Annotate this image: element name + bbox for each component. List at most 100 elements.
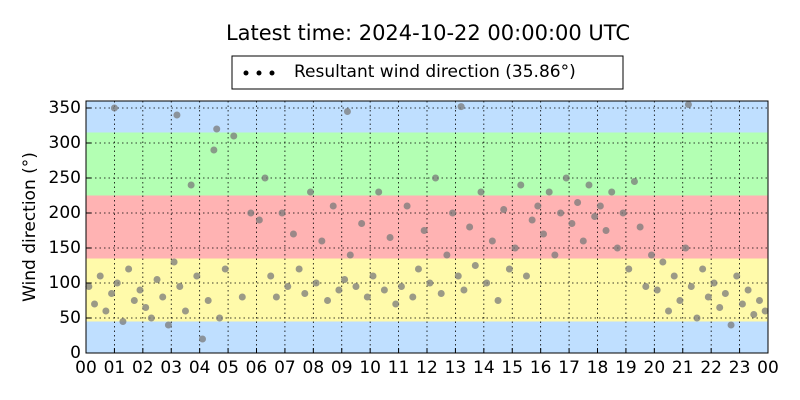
point xyxy=(693,314,701,322)
point xyxy=(261,174,269,182)
point xyxy=(449,209,457,217)
point xyxy=(301,290,309,297)
point xyxy=(318,237,326,245)
point xyxy=(176,283,184,290)
legend-marker xyxy=(256,70,262,76)
point xyxy=(761,307,769,315)
point xyxy=(568,220,576,227)
point xyxy=(716,304,724,311)
point xyxy=(488,237,496,245)
point xyxy=(352,283,360,290)
point xyxy=(343,108,351,115)
point xyxy=(687,283,695,290)
x-tick-label: 20 xyxy=(644,358,666,378)
x-tick-label: 06 xyxy=(246,358,268,378)
point xyxy=(477,188,485,196)
x-tick-label: 21 xyxy=(672,358,694,378)
point xyxy=(108,290,116,297)
point xyxy=(216,314,224,322)
plot-frame xyxy=(85,100,769,354)
point xyxy=(684,101,692,108)
point xyxy=(528,216,536,224)
point xyxy=(199,335,207,343)
point xyxy=(380,286,388,294)
x-tick-label: 18 xyxy=(587,358,609,378)
point xyxy=(284,283,292,290)
x-tick-label: 07 xyxy=(274,358,296,378)
y-tick-label: 250 xyxy=(49,168,81,188)
point xyxy=(147,314,155,322)
point xyxy=(727,321,735,329)
x-tick-label: 13 xyxy=(445,358,467,378)
legend-label: Resultant wind direction (35.86°) xyxy=(294,62,576,82)
point xyxy=(545,188,553,196)
point xyxy=(534,202,542,210)
x-tick-label: 03 xyxy=(160,358,182,378)
point xyxy=(295,265,303,273)
x-tick-label: 10 xyxy=(359,358,381,378)
x-tick-label: 22 xyxy=(700,358,722,378)
y-axis-label: Wind direction (°) xyxy=(20,152,40,302)
point xyxy=(437,290,445,297)
point xyxy=(710,279,718,287)
point xyxy=(483,279,491,287)
point xyxy=(574,199,582,206)
point xyxy=(591,213,599,220)
point xyxy=(540,230,548,238)
point xyxy=(278,209,286,217)
x-tick-label: 23 xyxy=(729,358,751,378)
point xyxy=(386,234,394,241)
point xyxy=(613,244,621,252)
point xyxy=(682,244,690,252)
point xyxy=(466,223,474,231)
point xyxy=(125,265,133,273)
y-tick-label: 350 xyxy=(49,98,81,118)
x-tick-label: 17 xyxy=(558,358,580,378)
legend-marker xyxy=(243,70,249,76)
point xyxy=(173,111,181,119)
point xyxy=(213,125,221,133)
point xyxy=(562,174,570,182)
point xyxy=(665,307,673,315)
x-tick-label: 01 xyxy=(104,358,126,378)
point xyxy=(193,272,201,280)
point xyxy=(358,220,366,227)
point xyxy=(181,307,189,315)
point xyxy=(414,265,422,273)
point xyxy=(136,286,144,294)
point xyxy=(164,321,172,329)
point xyxy=(619,209,627,217)
x-tick-label: 05 xyxy=(217,358,239,378)
point xyxy=(551,251,559,259)
point xyxy=(642,283,650,290)
y-tick-label: 200 xyxy=(49,203,81,223)
point xyxy=(324,297,332,304)
point xyxy=(670,272,678,280)
point xyxy=(102,307,110,315)
x-tick-label: 00 xyxy=(757,358,779,378)
point xyxy=(170,258,178,266)
point xyxy=(602,227,610,234)
point xyxy=(557,209,565,217)
point xyxy=(721,290,729,297)
point xyxy=(329,202,337,210)
point xyxy=(346,251,354,259)
point xyxy=(375,188,383,196)
point xyxy=(630,178,638,185)
point xyxy=(409,293,417,301)
point xyxy=(267,272,275,280)
point xyxy=(636,223,644,231)
point xyxy=(238,293,246,301)
point xyxy=(432,174,440,182)
legend-marker xyxy=(269,70,275,76)
point xyxy=(676,297,684,304)
point xyxy=(699,265,707,273)
point xyxy=(738,300,746,308)
point xyxy=(110,104,118,112)
point xyxy=(335,286,343,294)
point xyxy=(704,293,712,301)
x-tick-label: 14 xyxy=(473,358,495,378)
point xyxy=(255,216,263,224)
y-tick-label: 100 xyxy=(49,273,81,293)
